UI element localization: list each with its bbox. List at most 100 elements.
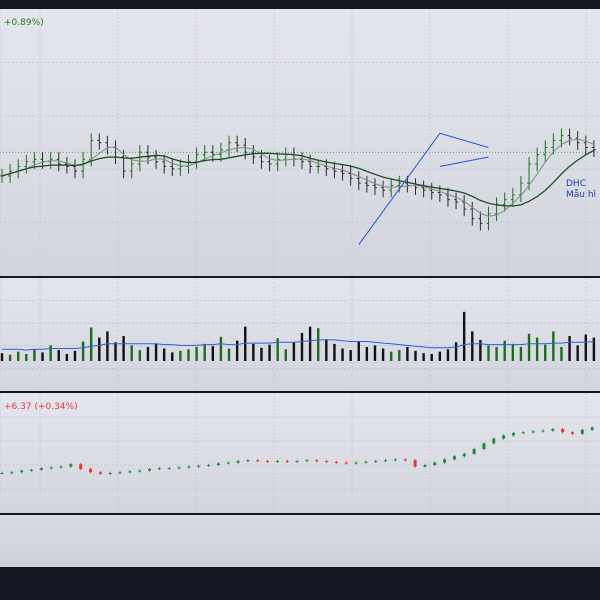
price-bar [129, 156, 134, 179]
volume-bar [584, 334, 587, 361]
index-candle [482, 442, 486, 451]
volume-bar [73, 350, 77, 361]
volume-bar [195, 346, 198, 361]
price-bar [381, 180, 386, 198]
price-bar [462, 194, 467, 217]
index-candle [433, 461, 437, 467]
price-bar [364, 175, 369, 193]
index-candle [49, 466, 53, 470]
price-bar [154, 149, 159, 169]
price-change-legend: +0.89%) [4, 18, 44, 28]
volume-bar [235, 340, 239, 361]
price-bar [16, 159, 21, 179]
index-candle [502, 434, 506, 440]
price-bar [316, 159, 321, 174]
index-candle [511, 431, 515, 437]
index-chart [0, 393, 600, 513]
index-candle [197, 464, 201, 468]
price-bar [162, 154, 167, 174]
index-candle [580, 428, 584, 435]
volume-bar [162, 348, 166, 361]
price-ma-fast-line [1, 138, 595, 217]
volume-bar [349, 350, 352, 361]
volume-bar [446, 349, 450, 361]
volume-bar [341, 348, 344, 361]
index-candle [246, 459, 250, 463]
price-bar [243, 138, 248, 160]
volume-bar [406, 346, 409, 361]
index-candle [275, 459, 279, 463]
price-bar [267, 154, 272, 172]
price-bar [194, 147, 199, 169]
price-bar [389, 178, 394, 198]
index-candle [226, 461, 230, 465]
volume-bar [57, 350, 60, 361]
index-candle [423, 463, 427, 468]
volume-bar [535, 337, 539, 361]
volume-bar [511, 343, 515, 361]
price-pane[interactable]: +0.89%) DHC Mẫu hì [0, 9, 600, 276]
volume-bar [98, 337, 101, 361]
volume-bar [260, 347, 263, 361]
volume-bar [244, 326, 247, 361]
price-bar [397, 175, 402, 193]
index-candle [118, 471, 122, 475]
volume-bar [0, 353, 4, 361]
volume-bar [527, 333, 531, 361]
volume-bar [471, 331, 474, 361]
volume-bar [146, 346, 150, 361]
index-candle [59, 465, 63, 469]
volume-bar [17, 351, 20, 361]
volume-bar [203, 343, 206, 361]
volume-bar [8, 354, 12, 361]
index-candle [39, 467, 43, 471]
price-bar [340, 164, 345, 181]
price-bar [186, 154, 191, 174]
volume-bar [592, 337, 596, 361]
index-candle [403, 458, 407, 462]
index-candle [285, 459, 289, 463]
price-bar [105, 135, 110, 155]
index-candle [0, 471, 4, 475]
volume-bar [438, 351, 442, 361]
volume-bar [187, 349, 190, 361]
index-pane[interactable]: +6.37 (+0.34%) [0, 393, 600, 513]
index-candle [30, 468, 34, 472]
volume-bar [422, 353, 425, 361]
volume-bar [252, 343, 255, 361]
volume-bar [560, 346, 563, 361]
volume-bar [25, 353, 28, 361]
trendline [439, 156, 489, 167]
index-candle [492, 437, 496, 445]
pattern-name-label: Mẫu hì [566, 190, 597, 200]
price-bar [575, 130, 580, 150]
volume-bar [576, 345, 579, 361]
index-candle [148, 467, 152, 472]
volume-bar [398, 350, 401, 361]
volume-pane[interactable] [0, 278, 600, 391]
volume-bar [122, 336, 125, 361]
volume-bar [284, 349, 287, 361]
price-bar [567, 128, 572, 146]
index-candle [344, 461, 348, 465]
index-candle [216, 462, 220, 467]
index-candle [79, 463, 83, 471]
volume-bar [308, 326, 312, 361]
index-candle [108, 471, 112, 475]
index-candle [157, 467, 161, 471]
index-candle [325, 459, 329, 463]
price-bar [56, 152, 61, 172]
empty-pane[interactable] [0, 515, 600, 567]
price-chart [0, 9, 600, 276]
volume-bar [495, 346, 498, 361]
index-candle [236, 459, 240, 464]
volume-bar [171, 352, 174, 361]
volume-bar [568, 336, 571, 361]
index-candle [20, 469, 24, 474]
index-candle [315, 459, 319, 463]
index-candle [590, 426, 594, 431]
index-candle [128, 470, 132, 474]
volume-bar [49, 345, 52, 361]
volume-bar [357, 341, 360, 361]
